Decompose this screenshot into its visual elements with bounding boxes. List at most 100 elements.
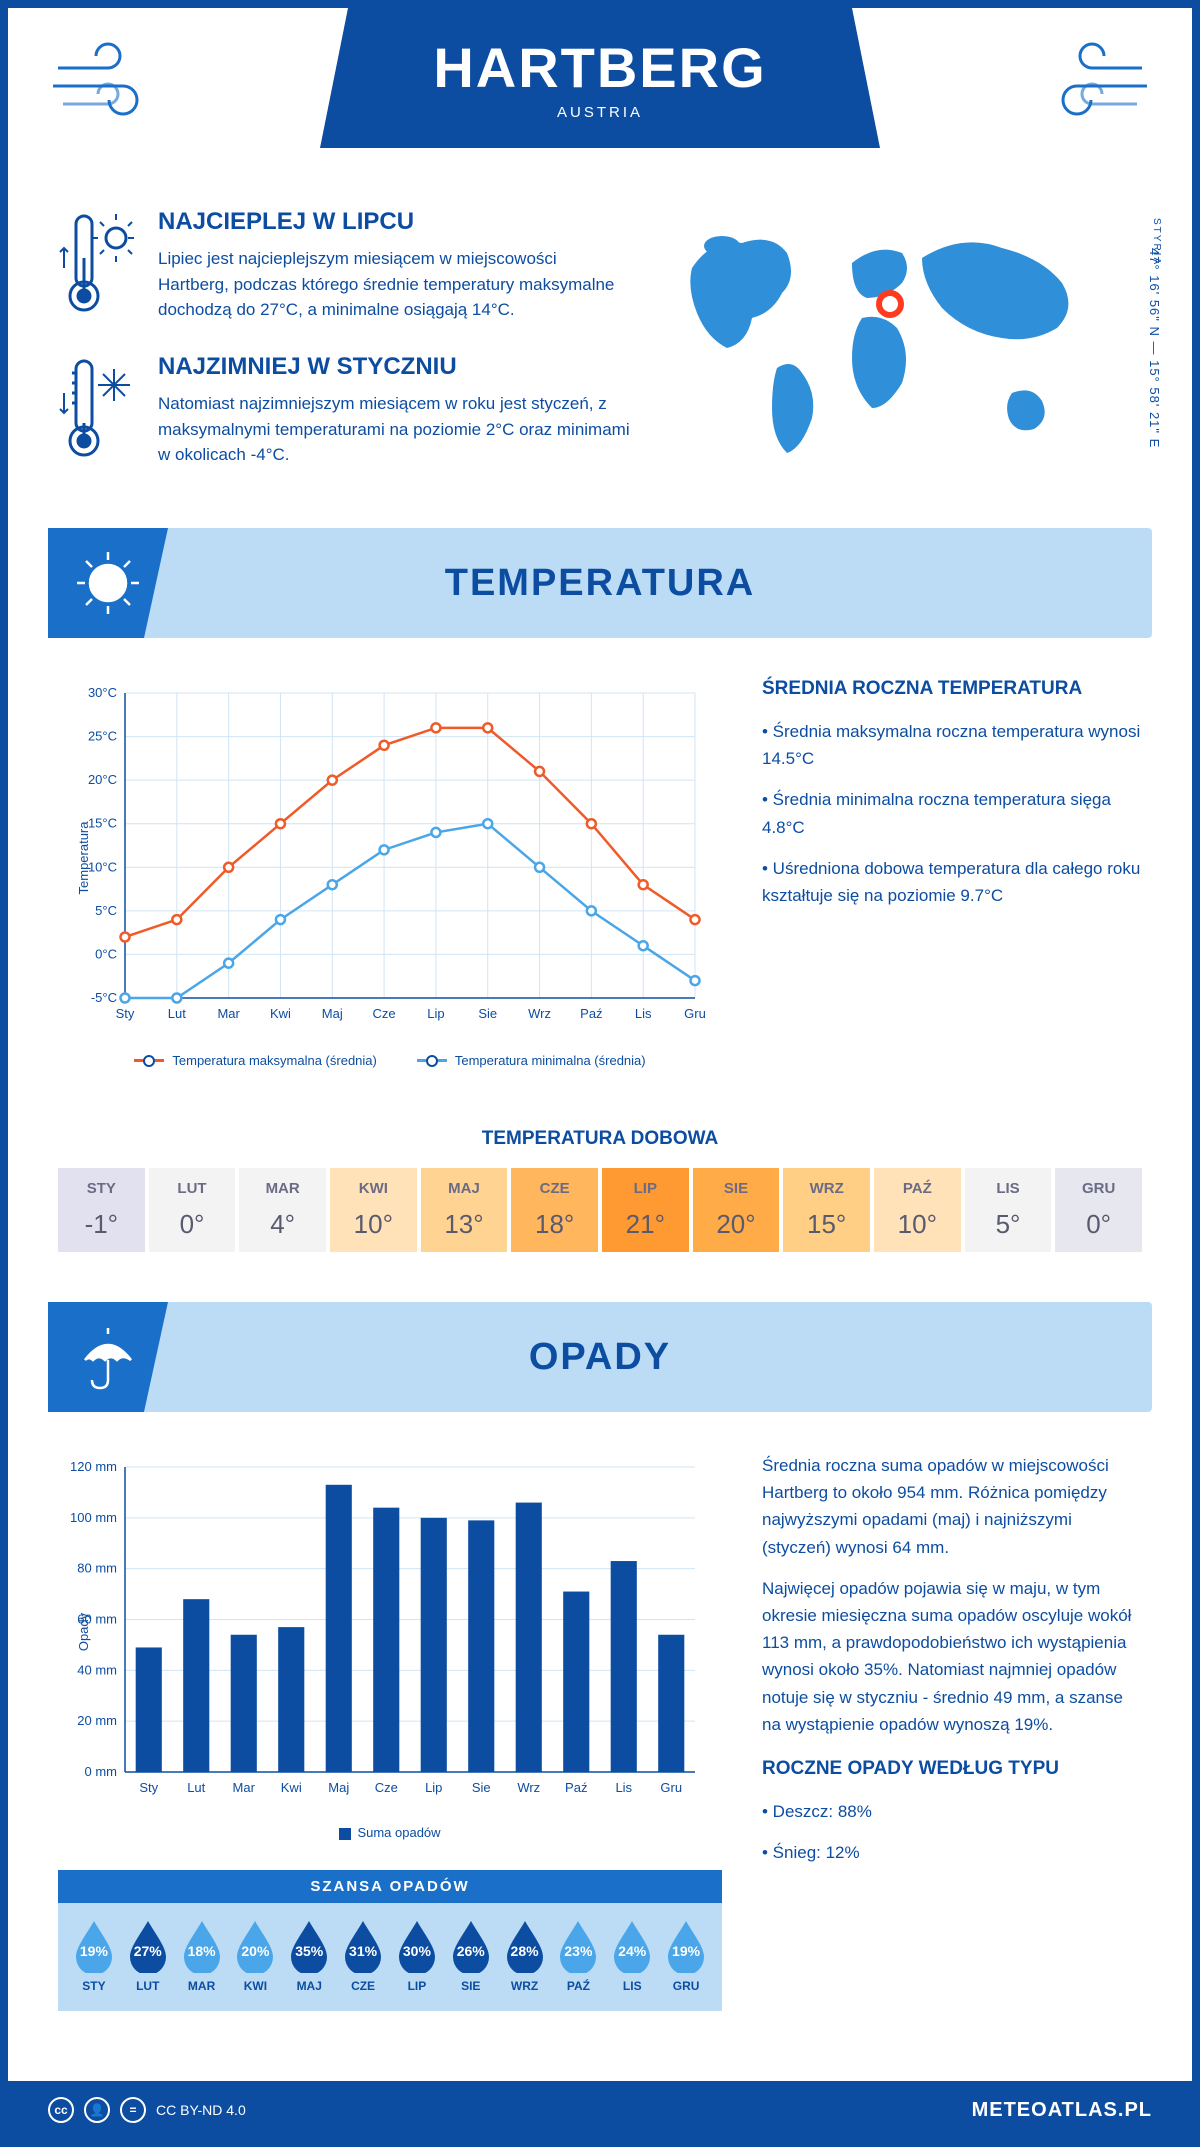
month-label: SIE xyxy=(697,1180,776,1197)
chance-drop: 35%MAJ xyxy=(285,1919,333,1993)
svg-text:Paź: Paź xyxy=(580,1006,602,1021)
thermometer-hot-icon xyxy=(58,208,138,323)
coordinates: 47° 16' 56" N — 15° 58' 21" E xyxy=(1147,248,1162,448)
svg-text:120 mm: 120 mm xyxy=(70,1459,117,1474)
month-value: 10° xyxy=(334,1209,413,1240)
temperature-line-chart: -5°C0°C5°C10°C15°C20°C25°C30°CStyLutMarK… xyxy=(58,678,722,1068)
wind-icon xyxy=(1032,38,1152,133)
svg-text:Lip: Lip xyxy=(427,1006,444,1021)
warmest-text: Lipiec jest najcieplejszym miesiącem w m… xyxy=(158,246,632,323)
month-value: 20° xyxy=(697,1209,776,1240)
svg-text:25°C: 25°C xyxy=(88,729,117,744)
thermometer-cold-icon xyxy=(58,353,138,468)
precip-types-title: ROCZNE OPADY WEDŁUG TYPU xyxy=(762,1758,1142,1780)
temp-legend: Temperatura maksymalna (średnia) Tempera… xyxy=(58,1053,722,1068)
annual-temp-title: ŚREDNIA ROCZNA TEMPERATURA xyxy=(762,678,1142,700)
svg-text:Sty: Sty xyxy=(116,1006,135,1021)
chance-drop: 20%KWI xyxy=(231,1919,279,1993)
chance-drop: 26%SIE xyxy=(447,1919,495,1993)
map-column: STYRIA 47° 16' 56" N — 15° 58' 21" E xyxy=(662,208,1142,498)
month-label: KWI xyxy=(334,1180,413,1197)
month-label: MAJ xyxy=(425,1180,504,1197)
svg-text:20 mm: 20 mm xyxy=(77,1713,117,1728)
month-label: LIS xyxy=(969,1180,1048,1197)
chance-drop: 31%CZE xyxy=(339,1919,387,1993)
site-name: METEOATLAS.PL xyxy=(972,2099,1152,2122)
month-label: CZE xyxy=(515,1180,594,1197)
chance-drop: 30%LIP xyxy=(393,1919,441,1993)
legend-min: Temperatura minimalna (średnia) xyxy=(455,1053,646,1068)
svg-text:5°C: 5°C xyxy=(95,903,117,918)
month-label: LIP xyxy=(606,1180,685,1197)
chance-drop: 23%PAŹ xyxy=(554,1919,602,1993)
temperature-info: ŚREDNIA ROCZNA TEMPERATURA • Średnia mak… xyxy=(762,678,1142,1068)
svg-text:Sie: Sie xyxy=(472,1780,491,1795)
precip-type: • Deszcz: 88% xyxy=(762,1798,1142,1825)
month-cell: PAŹ 10° xyxy=(874,1168,961,1252)
warmest-title: NAJCIEPLEJ W LIPCU xyxy=(158,208,632,236)
svg-text:0°C: 0°C xyxy=(95,946,117,961)
svg-text:-5°C: -5°C xyxy=(91,990,117,1005)
svg-text:Lis: Lis xyxy=(635,1006,652,1021)
world-map-icon xyxy=(662,208,1102,468)
nd-icon: = xyxy=(120,2097,146,2123)
svg-text:Sty: Sty xyxy=(139,1780,158,1795)
svg-text:Gru: Gru xyxy=(684,1006,706,1021)
month-value: -1° xyxy=(62,1209,141,1240)
month-cell: CZE18° xyxy=(511,1168,598,1252)
month-label: STY xyxy=(62,1180,141,1197)
svg-text:Mar: Mar xyxy=(233,1780,256,1795)
month-value: 21° xyxy=(606,1209,685,1240)
svg-text:Sie: Sie xyxy=(478,1006,497,1021)
coldest-title: NAJZIMNIEJ W STYCZNIU xyxy=(158,353,632,381)
svg-text:Wrz: Wrz xyxy=(528,1006,551,1021)
precipitation-title: OPADY xyxy=(529,1336,671,1379)
svg-text:Wrz: Wrz xyxy=(517,1780,540,1795)
rain-chance-strip: SZANSA OPADÓW 19%STY27%LUT18%MAR20%KWI35… xyxy=(58,1870,722,2011)
month-label: LUT xyxy=(153,1180,232,1197)
svg-text:Temperatura: Temperatura xyxy=(76,821,91,895)
svg-text:Kwi: Kwi xyxy=(270,1006,291,1021)
svg-text:40 mm: 40 mm xyxy=(77,1662,117,1677)
sun-icon xyxy=(48,528,168,638)
daily-temp-title: TEMPERATURA DOBOWA xyxy=(8,1128,1192,1150)
precipitation-info: Średnia roczna suma opadów w miejscowośc… xyxy=(762,1452,1142,2011)
svg-text:Maj: Maj xyxy=(322,1006,343,1021)
month-cell: LIS5° xyxy=(965,1168,1052,1252)
warmest-block: NAJCIEPLEJ W LIPCU Lipiec jest najcieple… xyxy=(58,208,632,323)
month-cell: LUT 0° xyxy=(149,1168,236,1252)
temperature-chart-row: -5°C0°C5°C10°C15°C20°C25°C30°CStyLutMarK… xyxy=(8,638,1192,1098)
svg-text:100 mm: 100 mm xyxy=(70,1510,117,1525)
daily-temp-grid: STY-1°LUT0°MAR4°KWI10°MAJ13°CZE18°LIP21°… xyxy=(58,1168,1142,1252)
precip-type: • Śnieg: 12% xyxy=(762,1839,1142,1866)
svg-text:Kwi: Kwi xyxy=(281,1780,302,1795)
svg-text:Lis: Lis xyxy=(615,1780,632,1795)
month-cell: KWI 10° xyxy=(330,1168,417,1252)
wind-icon xyxy=(48,38,168,133)
country-subtitle: AUSTRIA xyxy=(557,104,643,121)
month-label: MAR xyxy=(243,1180,322,1197)
month-cell: SIE 20° xyxy=(693,1168,780,1252)
chance-drop: 19%STY xyxy=(70,1919,118,1993)
legend-max: Temperatura maksymalna (średnia) xyxy=(172,1053,376,1068)
month-value: 0° xyxy=(153,1209,232,1240)
month-label: PAŹ xyxy=(878,1180,957,1197)
month-value: 4° xyxy=(243,1209,322,1240)
svg-text:Gru: Gru xyxy=(660,1780,682,1795)
month-label: WRZ xyxy=(787,1180,866,1197)
infographic-page: HARTBERG AUSTRIA xyxy=(0,0,1200,2147)
svg-text:0 mm: 0 mm xyxy=(85,1764,118,1779)
temp-bullet: • Średnia minimalna roczna temperatura s… xyxy=(762,786,1142,840)
month-value: 10° xyxy=(878,1209,957,1240)
cc-icon: cc xyxy=(48,2097,74,2123)
svg-text:Lut: Lut xyxy=(168,1006,186,1021)
chance-drop: 28%WRZ xyxy=(501,1919,549,1993)
license-block: cc 👤 = CC BY-ND 4.0 xyxy=(48,2097,246,2123)
license-text: CC BY-ND 4.0 xyxy=(156,2102,246,2118)
svg-text:Lut: Lut xyxy=(187,1780,205,1795)
temperature-section-header: TEMPERATURA xyxy=(48,528,1152,638)
title-banner: HARTBERG AUSTRIA xyxy=(320,8,880,148)
intro-text-column: NAJCIEPLEJ W LIPCU Lipiec jest najcieple… xyxy=(58,208,632,498)
coldest-text: Natomiast najzimniejszym miesiącem w rok… xyxy=(158,391,632,468)
chance-drop: 18%MAR xyxy=(178,1919,226,1993)
